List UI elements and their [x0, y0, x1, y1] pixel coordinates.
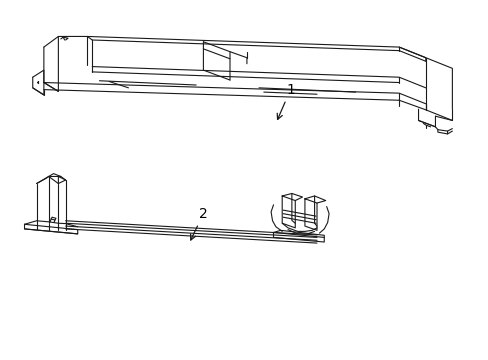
- Text: 1: 1: [277, 83, 294, 120]
- Text: 2: 2: [190, 207, 207, 240]
